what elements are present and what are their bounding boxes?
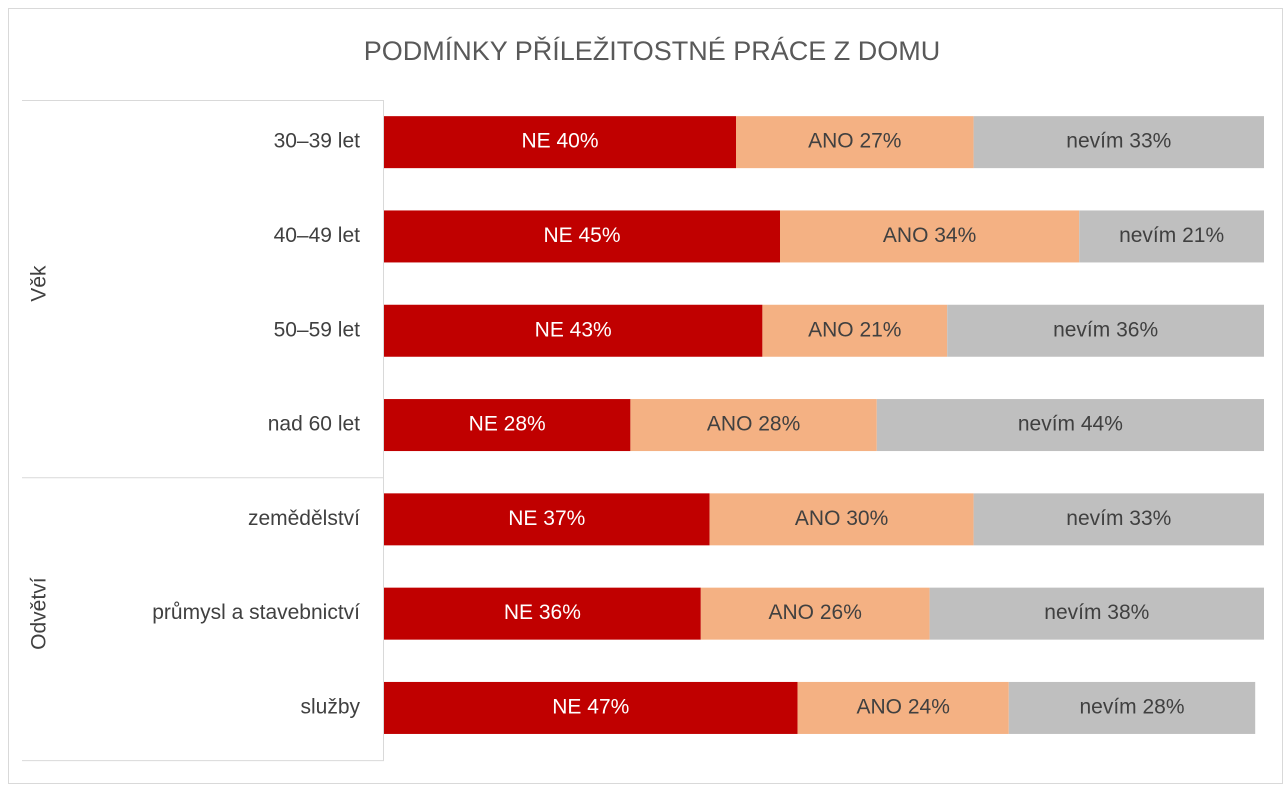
value-label: NE 45%	[543, 224, 620, 247]
bar-segment	[780, 210, 1080, 263]
category-label: nad 60 let	[268, 413, 360, 436]
bar-segment	[736, 116, 974, 169]
chart-title: PODMÍNKY PŘÍLEŽITOSTNÉ PRÁCE Z DOMU	[364, 35, 941, 66]
bar-segment	[947, 304, 1264, 357]
value-label: ANO 30%	[795, 507, 888, 530]
bar-segment	[1079, 210, 1264, 263]
bar-segment	[384, 587, 701, 640]
value-label: nevím 21%	[1119, 224, 1224, 247]
value-label: ANO 26%	[769, 601, 862, 624]
value-label: NE 28%	[469, 413, 546, 436]
value-label: NE 37%	[508, 507, 585, 530]
category-label: 40–49 let	[274, 224, 361, 247]
category-label: zemědělství	[248, 507, 360, 530]
bar-segment	[797, 681, 1009, 734]
bar-segment	[384, 681, 798, 734]
value-label: NE 47%	[552, 695, 629, 718]
bar-segment	[876, 399, 1264, 452]
bar-segment	[384, 493, 710, 546]
category-label: 30–39 let	[274, 130, 361, 153]
value-label: NE 40%	[521, 130, 598, 153]
value-label: ANO 24%	[857, 695, 950, 718]
value-label: nevím 38%	[1044, 601, 1149, 624]
bar-segment	[384, 210, 780, 263]
bar-segment	[630, 399, 877, 452]
value-label: nevím 28%	[1079, 695, 1184, 718]
bar-segment	[929, 587, 1264, 640]
value-label: nevím 33%	[1066, 130, 1171, 153]
bar-segment	[384, 116, 736, 169]
category-label: průmysl a stavebnictví	[152, 601, 360, 624]
value-label: NE 43%	[535, 318, 612, 341]
value-label: ANO 28%	[707, 413, 800, 436]
value-label: nevím 36%	[1053, 318, 1158, 341]
bar-segment	[709, 493, 974, 546]
bar-segment	[384, 304, 763, 357]
group-label: Odvětví	[28, 577, 51, 650]
category-label: 50–59 let	[274, 318, 361, 341]
bar-segment	[384, 399, 631, 452]
bar-segment	[762, 304, 948, 357]
value-label: nevím 33%	[1066, 507, 1171, 530]
bar-segment	[973, 116, 1264, 169]
category-label: služby	[300, 695, 360, 718]
value-label: ANO 34%	[883, 224, 976, 247]
value-label: ANO 21%	[808, 318, 901, 341]
bar-segment	[1008, 681, 1256, 734]
value-label: ANO 27%	[808, 130, 901, 153]
group-label: Věk	[28, 265, 51, 302]
bar-segment	[700, 587, 930, 640]
value-label: NE 36%	[504, 601, 581, 624]
bar-segment	[973, 493, 1264, 546]
value-label: nevím 44%	[1018, 413, 1123, 436]
